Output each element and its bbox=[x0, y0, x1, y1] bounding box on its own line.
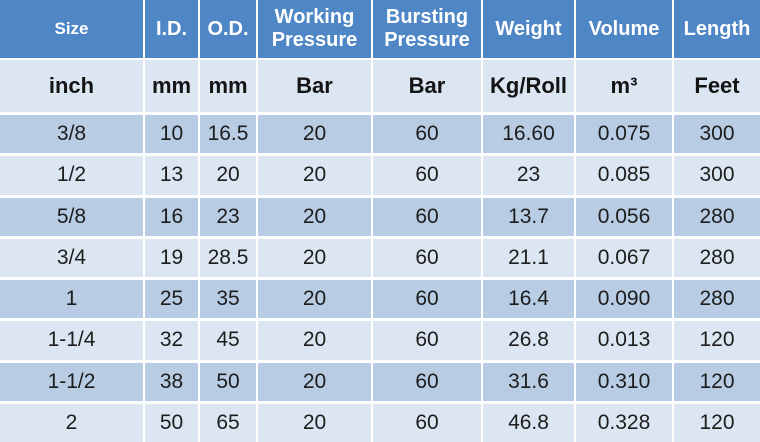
cell-bursting-pressure: 60 bbox=[373, 156, 483, 198]
cell-id: 25 bbox=[145, 280, 200, 322]
cell-weight: 21.1 bbox=[483, 238, 576, 280]
cell-size: 5/8 bbox=[0, 197, 145, 239]
cell-od: 35 bbox=[200, 280, 258, 322]
unit-weight: Kg/Roll bbox=[483, 60, 576, 115]
cell-volume: 0.056 bbox=[576, 197, 674, 239]
table-row: 5/8 16 23 20 60 13.7 0.056 280 bbox=[0, 197, 760, 239]
unit-size: inch bbox=[0, 60, 145, 115]
cell-weight: 16.60 bbox=[483, 115, 576, 157]
unit-length: Feet bbox=[674, 60, 760, 115]
cell-working-pressure: 20 bbox=[258, 403, 373, 442]
cell-id: 13 bbox=[145, 156, 200, 198]
cell-weight: 13.7 bbox=[483, 197, 576, 239]
cell-id: 50 bbox=[145, 403, 200, 442]
cell-bursting-pressure: 60 bbox=[373, 280, 483, 322]
cell-bursting-pressure: 60 bbox=[373, 321, 483, 363]
cell-bursting-pressure: 60 bbox=[373, 362, 483, 404]
table-row: 3/4 19 28.5 20 60 21.1 0.067 280 bbox=[0, 238, 760, 280]
table-row: 1-1/4 32 45 20 60 26.8 0.013 120 bbox=[0, 321, 760, 363]
column-header-od: O.D. bbox=[200, 0, 258, 60]
cell-size: 1-1/2 bbox=[0, 362, 145, 404]
cell-working-pressure: 20 bbox=[258, 321, 373, 363]
cell-volume: 0.328 bbox=[576, 403, 674, 442]
unit-id: mm bbox=[145, 60, 200, 115]
cell-size: 2 bbox=[0, 403, 145, 442]
header-row: Size I.D. O.D. Working Pressure Bursting… bbox=[0, 0, 760, 60]
units-row: inch mm mm Bar Bar Kg/Roll m³ Feet bbox=[0, 60, 760, 115]
cell-working-pressure: 20 bbox=[258, 156, 373, 198]
column-header-length: Length bbox=[674, 0, 760, 60]
column-header-bursting-pressure: Bursting Pressure bbox=[373, 0, 483, 60]
table-row: 1-1/2 38 50 20 60 31.6 0.310 120 bbox=[0, 362, 760, 404]
cell-volume: 0.075 bbox=[576, 115, 674, 157]
cell-weight: 46.8 bbox=[483, 403, 576, 442]
column-header-size: Size bbox=[0, 0, 145, 60]
cell-size: 1/2 bbox=[0, 156, 145, 198]
column-header-weight: Weight bbox=[483, 0, 576, 60]
cell-working-pressure: 20 bbox=[258, 280, 373, 322]
cell-id: 32 bbox=[145, 321, 200, 363]
cell-od: 28.5 bbox=[200, 238, 258, 280]
cell-bursting-pressure: 60 bbox=[373, 238, 483, 280]
cell-volume: 0.090 bbox=[576, 280, 674, 322]
cell-id: 38 bbox=[145, 362, 200, 404]
column-header-volume: Volume bbox=[576, 0, 674, 60]
cell-length: 120 bbox=[674, 321, 760, 363]
cell-id: 10 bbox=[145, 115, 200, 157]
column-header-working-pressure: Working Pressure bbox=[258, 0, 373, 60]
table-row: 2 50 65 20 60 46.8 0.328 120 bbox=[0, 403, 760, 442]
cell-working-pressure: 20 bbox=[258, 362, 373, 404]
column-header-id: I.D. bbox=[145, 0, 200, 60]
cell-working-pressure: 20 bbox=[258, 197, 373, 239]
cell-length: 120 bbox=[674, 362, 760, 404]
cell-weight: 26.8 bbox=[483, 321, 576, 363]
cell-od: 50 bbox=[200, 362, 258, 404]
unit-bursting-pressure: Bar bbox=[373, 60, 483, 115]
unit-od: mm bbox=[200, 60, 258, 115]
unit-working-pressure: Bar bbox=[258, 60, 373, 115]
cell-length: 280 bbox=[674, 197, 760, 239]
cell-weight: 31.6 bbox=[483, 362, 576, 404]
cell-size: 1-1/4 bbox=[0, 321, 145, 363]
cell-od: 16.5 bbox=[200, 115, 258, 157]
cell-size: 3/8 bbox=[0, 115, 145, 157]
unit-volume: m³ bbox=[576, 60, 674, 115]
cell-weight: 16.4 bbox=[483, 280, 576, 322]
cell-weight: 23 bbox=[483, 156, 576, 198]
table-row: 3/8 10 16.5 20 60 16.60 0.075 300 bbox=[0, 115, 760, 157]
cell-od: 65 bbox=[200, 403, 258, 442]
cell-bursting-pressure: 60 bbox=[373, 197, 483, 239]
cell-id: 19 bbox=[145, 238, 200, 280]
cell-od: 20 bbox=[200, 156, 258, 198]
cell-size: 3/4 bbox=[0, 238, 145, 280]
cell-length: 120 bbox=[674, 403, 760, 442]
table-row: 1 25 35 20 60 16.4 0.090 280 bbox=[0, 280, 760, 322]
cell-volume: 0.310 bbox=[576, 362, 674, 404]
cell-length: 300 bbox=[674, 115, 760, 157]
cell-id: 16 bbox=[145, 197, 200, 239]
cell-od: 45 bbox=[200, 321, 258, 363]
cell-volume: 0.085 bbox=[576, 156, 674, 198]
cell-working-pressure: 20 bbox=[258, 238, 373, 280]
cell-od: 23 bbox=[200, 197, 258, 239]
cell-volume: 0.013 bbox=[576, 321, 674, 363]
cell-working-pressure: 20 bbox=[258, 115, 373, 157]
cell-length: 300 bbox=[674, 156, 760, 198]
cell-volume: 0.067 bbox=[576, 238, 674, 280]
cell-bursting-pressure: 60 bbox=[373, 403, 483, 442]
cell-size: 1 bbox=[0, 280, 145, 322]
cell-length: 280 bbox=[674, 280, 760, 322]
cell-bursting-pressure: 60 bbox=[373, 115, 483, 157]
table-row: 1/2 13 20 20 60 23 0.085 300 bbox=[0, 156, 760, 198]
cell-length: 280 bbox=[674, 238, 760, 280]
